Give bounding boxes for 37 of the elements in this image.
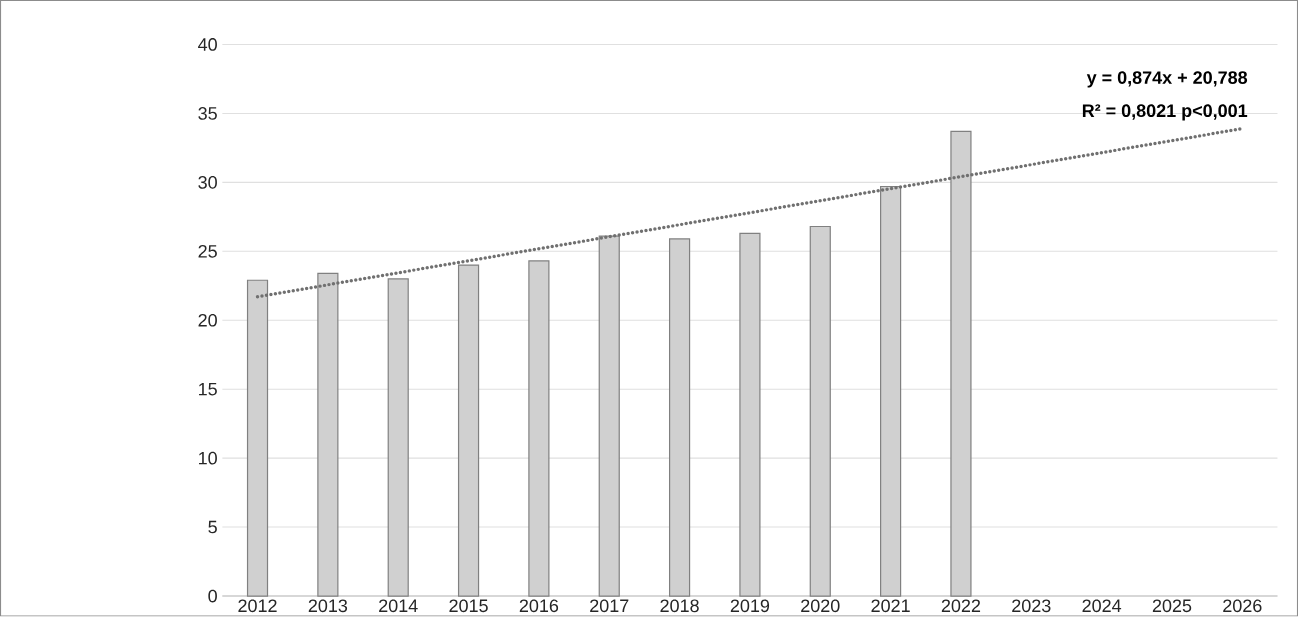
y-tick-label: 40 [198, 38, 217, 52]
bar [739, 232, 761, 597]
x-tick-label: 2022 [941, 599, 981, 613]
bar [880, 186, 902, 597]
x-tick-label: 2017 [590, 599, 629, 613]
y-tick-label: 5 [208, 521, 217, 534]
x-tick-label: 2014 [379, 599, 418, 613]
y-tick-label: 30 [198, 176, 217, 189]
y-tick-label: 10 [199, 451, 217, 465]
bar [668, 238, 691, 597]
bar [387, 278, 409, 597]
x-tick-label: 2013 [308, 599, 348, 613]
x-tick-label: 2012 [238, 599, 277, 613]
annotation: y = 0,874x + 20,788 [1086, 71, 1248, 88]
y-tick-label: 20 [198, 314, 217, 327]
bar [317, 272, 339, 597]
x-tick-label: 2023 [1012, 599, 1051, 613]
x-tick-label: 2024 [1082, 599, 1122, 613]
y-tick-label: 0 [208, 589, 217, 603]
bar [809, 226, 831, 597]
y-tick-label: 35 [198, 107, 217, 120]
y-tick-label: 15 [199, 383, 217, 396]
bar [528, 260, 550, 597]
x-tick-label: 2026 [1223, 599, 1262, 613]
y-tick-label: 25 [198, 245, 217, 258]
bar [598, 235, 620, 597]
annotation: R² = 0,8021 p<0,001 [1082, 104, 1248, 121]
x-tick-label: 2016 [519, 599, 559, 613]
x-tick-label: 2015 [449, 599, 488, 613]
x-tick-label: 2025 [1152, 599, 1192, 613]
bar [950, 130, 972, 597]
bar [246, 279, 269, 597]
bar [457, 264, 480, 597]
x-tick-label: 2021 [871, 599, 910, 613]
x-tick-label: 2020 [801, 599, 840, 613]
x-tick-label: 2018 [660, 599, 699, 613]
x-tick-label: 2019 [730, 599, 770, 613]
